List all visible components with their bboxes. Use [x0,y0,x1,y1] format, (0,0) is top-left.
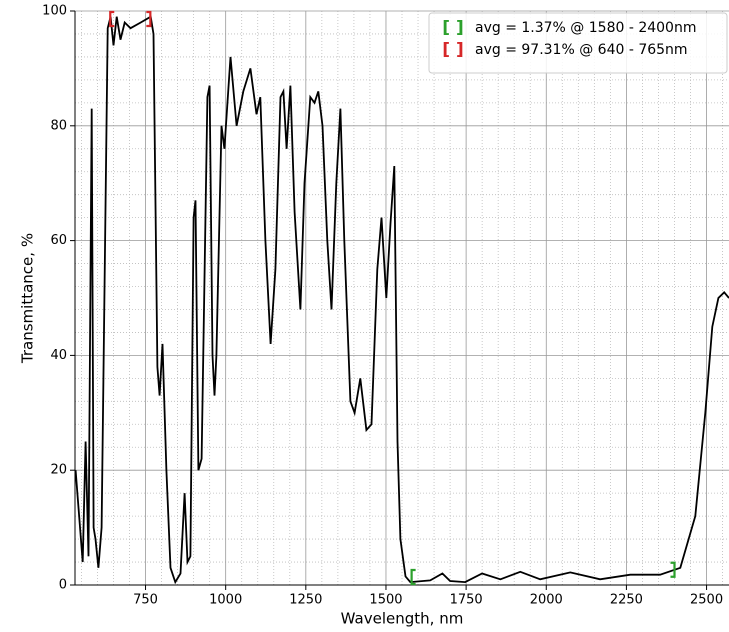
data-line [74,15,729,585]
region-bracket [410,568,416,586]
y-tick-label: 60 [50,233,67,248]
y-axis-label: Transmittance, % [19,233,37,364]
x-tick-label: 2500 [690,593,723,608]
x-tick-label: 2250 [610,593,643,608]
y-tick-label: 100 [42,4,67,19]
x-tick-label: 1250 [289,593,322,608]
x-tick-label: 1000 [209,593,242,608]
region-bracket [670,561,676,578]
y-tick-label: 0 [59,578,67,593]
y-tick-label: 80 [50,118,67,133]
y-tick-label: 20 [50,463,67,478]
x-tick-label: 1500 [369,593,402,608]
legend-marker: [ ] [442,40,463,60]
x-tick-label: 1750 [450,593,483,608]
x-tick-label: 2000 [530,593,563,608]
x-tick-label: 750 [133,593,158,608]
legend-marker: [ ] [442,18,463,38]
y-tick-label: 40 [50,348,67,363]
legend-label: avg = 97.31% @ 640 - 765nm [475,42,688,58]
legend: [ ] avg = 1.37% @ 1580 - 2400nm [ ] avg = 9… [428,12,728,74]
region-bracket [109,10,115,28]
legend-label: avg = 1.37% @ 1580 - 2400nm [475,20,696,36]
legend-box [428,12,728,74]
region-bracket [146,10,152,28]
x-axis-label: Wavelength, nm [341,610,464,628]
